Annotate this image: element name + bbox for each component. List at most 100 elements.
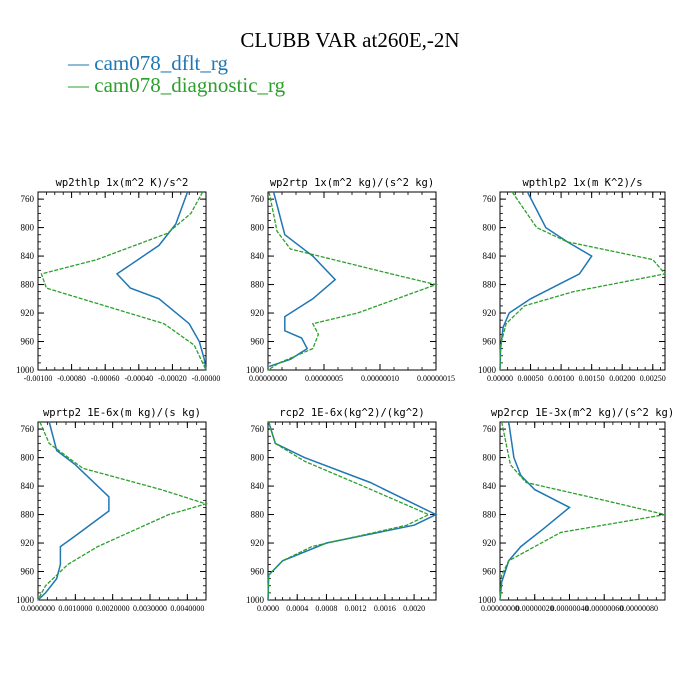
panel-title: rcp2 1E-6x(kg^2)/(kg^2) <box>279 407 424 419</box>
series-line-diagnostic <box>499 421 666 601</box>
plot-frame <box>267 421 437 601</box>
x-tick-label: 0.0020000 <box>96 604 130 613</box>
x-tick-label: 0.0020 <box>403 604 425 613</box>
series-line-diagnostic <box>37 421 209 601</box>
y-tick-label: 960 <box>483 337 497 347</box>
x-tick-label: 0.00000060 <box>585 604 623 613</box>
y-tick-label: 760 <box>21 194 35 204</box>
series-line-dflt <box>115 191 207 371</box>
y-tick-label: 960 <box>21 567 35 577</box>
series-line-diagnostic <box>499 191 667 371</box>
y-tick-label: 800 <box>251 223 265 233</box>
series-line-dflt <box>499 421 571 601</box>
series-line-diagnostic <box>40 191 207 371</box>
y-tick-label: 840 <box>483 251 497 261</box>
y-tick-label: 800 <box>21 453 35 463</box>
y-tick-label: 920 <box>483 308 497 318</box>
x-tick-label: 0.00150 <box>579 374 605 383</box>
series-line-diagnostic <box>267 191 439 371</box>
plot-frame <box>37 191 207 371</box>
x-tick-label: 0.00000005 <box>305 374 343 383</box>
x-tick-label: 0.00000040 <box>550 604 588 613</box>
panel-2: wp2rtp 1x(m^2 kg)/(s^2 kg) 760 800 840 880 92… <box>246 177 455 383</box>
y-tick-label: 760 <box>21 424 35 434</box>
y-tick-label: 840 <box>251 481 265 491</box>
legend-label-dflt: cam078_dflt_rg <box>94 51 229 75</box>
y-tick-label: 1000 <box>16 595 35 605</box>
y-tick-label: 960 <box>21 337 35 347</box>
x-tick-label: 0.00000020 <box>516 604 554 613</box>
x-tick-label: 0.00000000 <box>249 374 287 383</box>
panel-6: wp2rcp 1E-3x(m^2 kg)/(s^2 kg) 760 800 840 88… <box>478 407 674 613</box>
y-tick-label: 840 <box>251 251 265 261</box>
x-tick-label: 0.00000 <box>487 374 513 383</box>
y-tick-label: 880 <box>21 510 35 520</box>
y-tick-label: 1000 <box>246 595 265 605</box>
x-tick-label: 0.0000000 <box>21 604 55 613</box>
panel-title: wp2thlp 1x(m^2 K)/s^2 <box>56 177 189 189</box>
y-tick-label: 840 <box>483 481 497 491</box>
y-tick-label: 1000 <box>478 595 497 605</box>
y-tick-label: 760 <box>251 424 265 434</box>
x-tick-label: -0.00000 <box>192 374 221 383</box>
panel-3: wpthlp2 1x(m K^2)/s 760 800 840 880 920 960 100… <box>478 177 667 383</box>
plot-frame <box>37 421 207 601</box>
y-tick-label: 880 <box>483 510 497 520</box>
x-tick-label: -0.00060 <box>91 374 120 383</box>
series-line-dflt <box>499 191 593 371</box>
x-tick-label: 0.0040000 <box>170 604 204 613</box>
series-line-diagnostic <box>267 421 431 601</box>
y-tick-label: 760 <box>251 194 265 204</box>
y-tick-label: 880 <box>483 280 497 290</box>
x-tick-label: -0.00020 <box>158 374 187 383</box>
plot-frame <box>267 191 437 371</box>
legend-dash-icon: — <box>68 51 95 75</box>
y-tick-label: 960 <box>483 567 497 577</box>
plot-frame <box>499 421 666 601</box>
x-tick-label: 0.0010000 <box>58 604 92 613</box>
x-tick-label: 0.0004 <box>286 604 308 613</box>
panel-title: wprtp2 1E-6x(m kg)/(s kg) <box>43 407 201 419</box>
x-tick-label: 0.00050 <box>518 374 544 383</box>
y-tick-label: 1000 <box>16 365 35 375</box>
series-line-dflt <box>267 421 438 601</box>
x-tick-label: 0.00200 <box>609 374 635 383</box>
y-tick-label: 800 <box>21 223 35 233</box>
x-tick-label: -0.00100 <box>24 374 53 383</box>
x-tick-label: 0.0016 <box>374 604 396 613</box>
y-tick-label: 920 <box>483 538 497 548</box>
panel-title: wp2rcp 1E-3x(m^2 kg)/(s^2 kg) <box>491 407 674 419</box>
x-tick-label: 0.00000000 <box>481 604 519 613</box>
y-tick-label: 920 <box>21 308 35 318</box>
y-tick-label: 1000 <box>478 365 497 375</box>
x-tick-label: 0.0000 <box>257 604 279 613</box>
legend: — cam078_dflt_rg — cam078_diagnostic_rg <box>68 52 285 96</box>
panel-4: wprtp2 1E-6x(m kg)/(s kg) 760 800 840 880 920… <box>16 407 209 613</box>
y-tick-label: 800 <box>483 453 497 463</box>
y-tick-label: 800 <box>483 223 497 233</box>
y-tick-label: 840 <box>21 481 35 491</box>
plot-frame <box>499 191 666 371</box>
legend-dash-icon: — <box>68 73 95 97</box>
x-tick-label: -0.00080 <box>57 374 86 383</box>
x-tick-label: 0.00000080 <box>620 604 658 613</box>
x-tick-label: 0.00000015 <box>417 374 455 383</box>
figure-title: CLUBB VAR at260E,-2N <box>240 28 460 52</box>
panel-5: rcp2 1E-6x(kg^2)/(kg^2) 760 800 840 880 920 96… <box>246 407 438 613</box>
legend-label-diagnostic: cam078_diagnostic_rg <box>94 73 286 97</box>
y-tick-label: 880 <box>251 280 265 290</box>
x-tick-label: 0.0008 <box>315 604 337 613</box>
y-tick-label: 920 <box>21 538 35 548</box>
y-tick-label: 760 <box>483 424 497 434</box>
y-tick-label: 960 <box>251 567 265 577</box>
x-tick-label: 0.0030000 <box>133 604 167 613</box>
y-tick-label: 760 <box>483 194 497 204</box>
y-tick-label: 800 <box>251 453 265 463</box>
series-line-dflt <box>37 421 110 601</box>
panel-title: wp2rtp 1x(m^2 kg)/(s^2 kg) <box>270 177 434 189</box>
y-tick-label: 840 <box>21 251 35 261</box>
y-tick-label: 920 <box>251 308 265 318</box>
x-tick-label: 0.00250 <box>640 374 666 383</box>
y-tick-label: 920 <box>251 538 265 548</box>
